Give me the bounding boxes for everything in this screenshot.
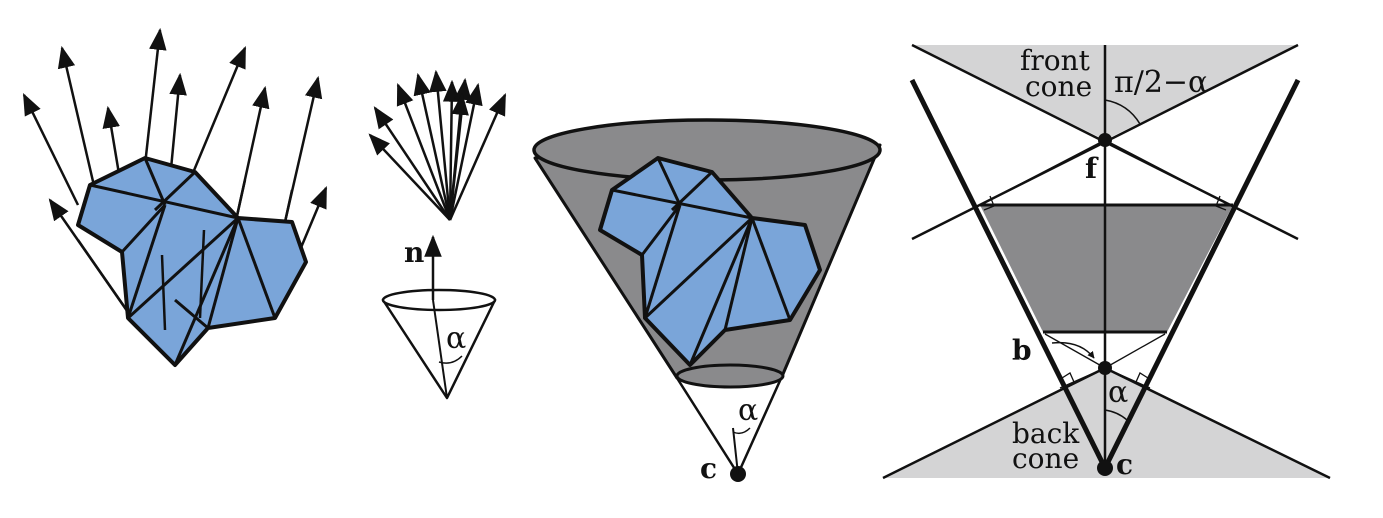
bounding-slab xyxy=(980,205,1233,332)
alpha-arc xyxy=(732,427,751,435)
alpha-label: α xyxy=(446,321,466,356)
normal-arrow xyxy=(298,185,328,251)
alpha-label: α xyxy=(1108,375,1128,410)
point-f xyxy=(1098,133,1112,147)
front-cone-label-line2: cone xyxy=(1025,70,1092,103)
b-pointer-arrow xyxy=(1051,341,1095,359)
bundle-arrow xyxy=(448,82,483,221)
point-b-label: b xyxy=(1012,334,1032,367)
normal-bundle xyxy=(368,69,507,221)
cone-lower-section xyxy=(675,372,785,476)
front-angle-label: π/2−α xyxy=(1114,65,1208,100)
normal-arrow xyxy=(143,27,167,166)
bundle-arrow xyxy=(373,106,452,221)
back-alpha-arc xyxy=(1104,409,1128,421)
bundle-arrow xyxy=(429,69,452,221)
front-angle-arc xyxy=(1104,99,1141,125)
back-cone-label-line2: cone xyxy=(1012,442,1079,475)
normal-arrow xyxy=(57,45,97,191)
bundle-arrow xyxy=(413,72,452,221)
apex-point-c xyxy=(1097,460,1113,476)
alpha-label: α xyxy=(738,393,758,428)
alpha-arc xyxy=(438,355,463,364)
panel-c-cone-with-mesh: α c xyxy=(532,118,882,485)
cone-cut-ellipse xyxy=(675,363,785,389)
normal-arrow xyxy=(22,93,80,206)
small-normal-cone xyxy=(381,234,497,400)
bundle-arrow xyxy=(368,133,451,221)
normal-shafts-over-mesh xyxy=(76,179,294,331)
enclosing-cone-walls xyxy=(909,78,1301,470)
back-cone-label-line1: back xyxy=(1012,417,1080,450)
construction-lines xyxy=(979,139,1231,389)
panel-d-cross-section: front cone π/2−α f b α back cone c xyxy=(882,43,1331,481)
bundle-arrow xyxy=(448,92,507,221)
front-cone-label-line1: front xyxy=(1020,44,1091,77)
bundle-arrow xyxy=(448,92,469,221)
back-cone-lines xyxy=(882,366,1331,480)
apex-label-c: c xyxy=(700,452,717,485)
back-cone-region xyxy=(883,368,1330,478)
mesh-edges xyxy=(89,157,277,366)
apex-label-c: c xyxy=(1116,448,1133,481)
bundle-arrow xyxy=(396,82,452,221)
normal-label: n xyxy=(404,236,424,269)
point-f-label: f xyxy=(1085,152,1099,185)
normal-arrow xyxy=(188,45,247,181)
point-b xyxy=(1098,361,1112,375)
panel-b-normal-bundle: n α xyxy=(368,69,507,400)
panel-a-mesh-with-normals xyxy=(22,27,328,367)
mesh-copy xyxy=(598,156,822,367)
